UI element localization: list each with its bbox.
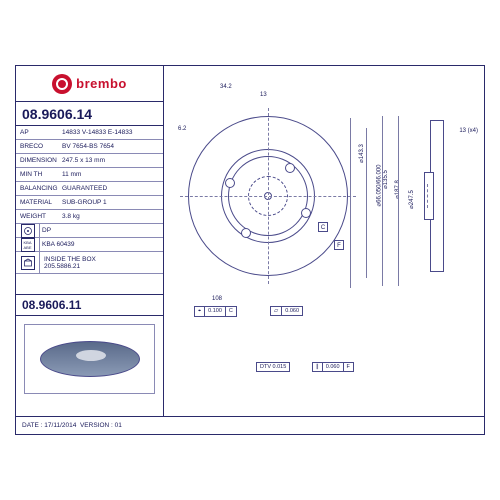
date-value: 17/11/2014 bbox=[44, 422, 76, 429]
inside-box: INSIDE THE BOX 205.5886.21 bbox=[40, 254, 163, 272]
spec-value: 247.5 x 13 mm bbox=[60, 157, 163, 164]
side-centerline bbox=[427, 184, 428, 208]
spec-value: 14833 V-14833 E-14833 bbox=[60, 129, 163, 136]
spec-value: 3.8 kg bbox=[60, 213, 163, 220]
inside-value: 205.5886.21 bbox=[44, 263, 159, 270]
related-part-number: 08.9606.11 bbox=[16, 294, 163, 316]
spec-table: AP 14833 V-14833 E-14833 BRECO BV 7654-B… bbox=[16, 126, 163, 274]
date-label: DATE : bbox=[22, 422, 42, 429]
version-label: VERSION : bbox=[80, 422, 113, 429]
gdt-parallel: ∥0.060F bbox=[312, 362, 354, 372]
brembo-logo-icon bbox=[52, 74, 72, 94]
spec-label: BALANCING bbox=[16, 185, 60, 192]
dim-hub-depth: 34.2 bbox=[220, 84, 232, 90]
spec-value: SUB-GROUP 1 bbox=[60, 199, 163, 206]
gdt-dtv: DTV 0.015 bbox=[256, 362, 290, 372]
spec-label: MATERIAL bbox=[16, 199, 60, 206]
gdt-flatness: ▱0.060 bbox=[270, 306, 303, 316]
datum-c: C bbox=[318, 222, 328, 232]
disc-side-view bbox=[422, 120, 452, 272]
dim-bolt-note: 13 (x4) bbox=[459, 128, 478, 134]
spec-row: BRECO BV 7654-BS 7654 bbox=[16, 140, 163, 154]
spec-row: AP 14833 V-14833 E-14833 bbox=[16, 126, 163, 140]
brand-name: brembo bbox=[76, 76, 127, 91]
dim-line bbox=[366, 128, 367, 278]
dim-thickness: 13 bbox=[260, 92, 267, 98]
datum-f: F bbox=[334, 240, 344, 250]
spec-row: DIMENSION 247.5 x 13 mm bbox=[16, 154, 163, 168]
disc-render-icon bbox=[40, 341, 140, 377]
spec-row: KBAABE KBA 60439 bbox=[16, 238, 163, 252]
drawing-sheet: brembo 08.9606.14 AP 14833 V-14833 E-148… bbox=[15, 65, 485, 435]
bolt-hole bbox=[285, 163, 295, 173]
spec-value: GUARANTEED bbox=[60, 185, 163, 192]
bolt-hole bbox=[241, 228, 251, 238]
info-panel: brembo 08.9606.14 AP 14833 V-14833 E-148… bbox=[16, 66, 164, 416]
gdt-runout: ⌖0.100C bbox=[194, 306, 237, 317]
spec-label: BRECO bbox=[16, 143, 60, 150]
technical-drawing: ⌀143.3 ⌀66.050/66.000 ⌀135.5 ⌀187.8 ⌀247… bbox=[164, 66, 484, 416]
spec-label: DIMENSION bbox=[16, 157, 60, 164]
spec-value: DP bbox=[40, 227, 163, 234]
brand-header: brembo bbox=[16, 66, 163, 102]
side-profile-hub bbox=[424, 172, 434, 220]
centerline-vertical bbox=[268, 108, 269, 284]
kba-icon: KBAABE bbox=[16, 238, 40, 251]
bolt-hole bbox=[225, 178, 235, 188]
dim-hub-dia: ⌀143.3 bbox=[358, 144, 365, 163]
dim-line bbox=[382, 116, 383, 286]
spec-value: KBA 60439 bbox=[40, 241, 163, 248]
spec-value: 11 mm bbox=[60, 171, 163, 178]
runout-icon: ⌖ bbox=[195, 307, 205, 316]
box-icon bbox=[16, 252, 40, 273]
spec-row: WEIGHT 3.8 kg bbox=[16, 210, 163, 224]
spec-row: INSIDE THE BOX 205.5886.21 bbox=[16, 252, 163, 274]
flatness-icon: ▱ bbox=[271, 307, 282, 315]
spec-label: AP bbox=[16, 129, 60, 136]
dim-offset: 6.2 bbox=[178, 126, 186, 132]
spec-row: DP bbox=[16, 224, 163, 238]
bolt-hole bbox=[301, 208, 311, 218]
product-thumbnail bbox=[24, 324, 155, 394]
spec-value: BV 7654-BS 7654 bbox=[60, 143, 163, 150]
footer: DATE : 17/11/2014 VERSION : 01 bbox=[16, 416, 484, 434]
dim-bolt-circle: 108 bbox=[212, 296, 222, 302]
spec-row: BALANCING GUARANTEED bbox=[16, 182, 163, 196]
dim-outer: ⌀247.5 bbox=[408, 190, 415, 209]
part-number: 08.9606.14 bbox=[16, 102, 163, 126]
inside-label: INSIDE THE BOX bbox=[44, 256, 159, 263]
spec-row: MATERIAL SUB-GROUP 1 bbox=[16, 196, 163, 210]
spec-row: MIN TH 11 mm bbox=[16, 168, 163, 182]
dim-line bbox=[398, 116, 399, 286]
dim-line bbox=[350, 118, 351, 288]
version-value: 01 bbox=[115, 422, 122, 429]
parallel-icon: ∥ bbox=[313, 363, 323, 371]
disc-front-view bbox=[188, 116, 348, 276]
spec-label: MIN TH bbox=[16, 171, 60, 178]
spec-label: WEIGHT bbox=[16, 213, 60, 220]
dp-icon bbox=[16, 224, 40, 237]
